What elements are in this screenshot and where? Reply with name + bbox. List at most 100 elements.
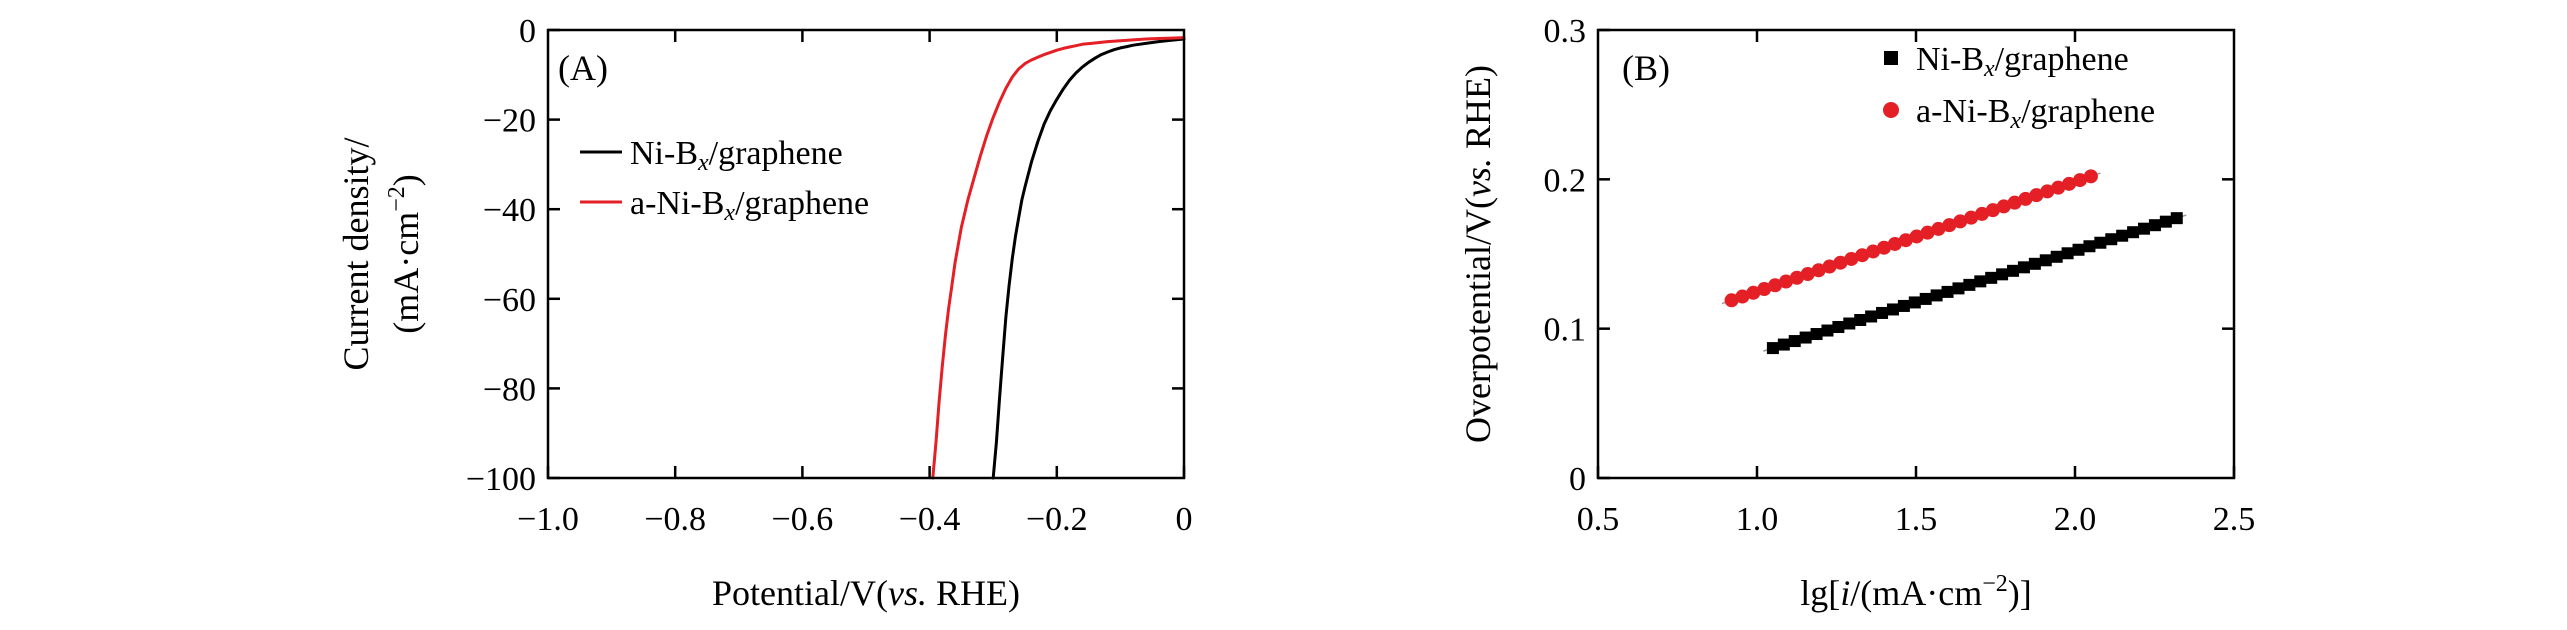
data-point-a-ni-bx — [1789, 270, 1804, 285]
svg-text:(mA·cm−2): (mA·cm−2) — [384, 174, 426, 334]
svg-text:Overpotential/V(vs. RHE): Overpotential/V(vs. RHE) — [1458, 65, 1498, 443]
data-point-a-ni-bx — [2029, 188, 2044, 203]
legend-a-label-ni-bx: Ni-Bx/graphene — [630, 135, 843, 176]
data-point-ni-bx — [1886, 303, 1899, 316]
data-point-ni-bx — [2017, 261, 2030, 274]
data-point-a-ni-bx — [1811, 263, 1826, 278]
data-point-a-ni-bx — [1942, 218, 1957, 233]
legend-b-marker-ni-bx — [1884, 51, 1898, 65]
data-point-ni-bx — [1821, 324, 1834, 337]
data-point-a-ni-bx — [1964, 210, 1979, 225]
chart-b-x-tick-label: 1.5 — [1895, 501, 1938, 538]
chart-b-legend: Ni-Bx/graphene a-Ni-Bx/graphene — [1883, 41, 2155, 134]
data-point-a-ni-bx — [2051, 180, 2066, 195]
data-point-a-ni-bx — [2007, 195, 2022, 210]
data-point-a-ni-bx — [1844, 251, 1859, 266]
data-point-a-ni-bx — [2083, 169, 2098, 184]
legend-b-marker-a-ni-bx — [1883, 102, 1899, 118]
data-point-ni-bx — [1777, 338, 1790, 351]
data-point-a-ni-bx — [1833, 255, 1848, 270]
data-point-a-ni-bx — [1779, 274, 1794, 289]
series-line-ni-bx — [991, 37, 1186, 480]
chart-panel-a: −1.0 −0.8 −0.6 −0.4 −0.2 0 0 −20 −40 −60 −80 −100 (… — [336, 13, 1193, 613]
chart-b-x-tick-label: 0.5 — [1577, 501, 1620, 538]
data-point-ni-bx — [1832, 321, 1845, 334]
data-point-ni-bx — [1963, 278, 1976, 291]
data-point-ni-bx — [1919, 292, 1932, 305]
data-point-ni-bx — [2083, 240, 2096, 253]
data-point-ni-bx — [1974, 275, 1987, 288]
chart-a-x-tick-label: −1.0 — [517, 501, 579, 538]
chart-a-y-tick-label: −40 — [483, 192, 536, 229]
chart-b-y-tick-label: 0.1 — [1544, 312, 1587, 349]
chart-b-x-tick-label: 2.5 — [2213, 501, 2256, 538]
chart-a-ticks: −1.0 −0.8 −0.6 −0.4 −0.2 0 0 −20 −40 −60 −80 −100 — [466, 13, 1193, 538]
data-point-a-ni-bx — [1920, 225, 1935, 240]
chart-b-y-tick-label: 0.2 — [1544, 162, 1587, 199]
data-point-ni-bx — [2072, 243, 2085, 256]
chart-a-x-tick-label: −0.2 — [1026, 501, 1088, 538]
data-point-a-ni-bx — [2062, 176, 2077, 191]
data-point-ni-bx — [2148, 219, 2161, 232]
chart-a-y-tick-label: −100 — [466, 461, 536, 498]
data-point-ni-bx — [2050, 250, 2063, 263]
chart-b-panel-label: (B) — [1622, 48, 1670, 88]
chart-b-y-tick-label: 0.3 — [1544, 13, 1587, 50]
data-point-ni-bx — [1799, 331, 1812, 344]
data-point-ni-bx — [2127, 226, 2140, 239]
data-point-ni-bx — [2170, 212, 2183, 225]
chart-a-x-tick-label: −0.4 — [899, 501, 961, 538]
data-point-a-ni-bx — [1800, 267, 1815, 282]
legend-b-label-a-ni-bx: a-Ni-Bx/graphene — [1916, 93, 2155, 134]
data-point-a-ni-bx — [1757, 282, 1772, 297]
data-point-ni-bx — [1766, 342, 1779, 355]
data-point-a-ni-bx — [1735, 289, 1750, 304]
chart-panel-b: 0.5 1.0 1.5 2.0 2.5 0 0.1 0.2 0.3 (B) Ni-Bx/grap… — [1458, 13, 2255, 613]
chart-a-y-tick-label: −60 — [483, 282, 536, 319]
data-point-a-ni-bx — [1887, 236, 1902, 251]
data-point-a-ni-bx — [2018, 191, 2033, 206]
data-point-a-ni-bx — [2040, 184, 2055, 199]
legend-a-label-a-ni-bx: a-Ni-Bx/graphene — [630, 185, 869, 226]
chart-a-x-tick-label: −0.6 — [772, 501, 834, 538]
chart-b-x-axis-title: lg[i/(mA·cm−2)] — [1800, 571, 2032, 613]
data-point-a-ni-bx — [1909, 229, 1924, 244]
data-point-a-ni-bx — [1877, 240, 1892, 255]
legend-b-label-ni-bx: Ni-Bx/graphene — [1916, 41, 2129, 82]
chart-a-y-tick-label: −20 — [483, 103, 536, 140]
chart-b-series-points — [1721, 169, 2187, 355]
data-point-ni-bx — [1854, 313, 1867, 326]
data-point-ni-bx — [2007, 264, 2020, 277]
data-point-a-ni-bx — [1931, 221, 1946, 236]
data-point-ni-bx — [1788, 335, 1801, 348]
data-point-ni-bx — [1952, 282, 1965, 295]
chart-b-ticks: 0.5 1.0 1.5 2.0 2.5 0 0.1 0.2 0.3 — [1544, 13, 2256, 538]
data-point-ni-bx — [2061, 247, 2074, 260]
data-point-a-ni-bx — [1855, 248, 1870, 263]
chart-a-y-tick-label: −80 — [483, 371, 536, 408]
data-point-a-ni-bx — [1898, 233, 1913, 248]
data-point-ni-bx — [1865, 310, 1878, 323]
data-point-ni-bx — [1930, 289, 1943, 302]
chart-a-plot-frame — [546, 28, 1186, 480]
data-point-ni-bx — [2138, 222, 2151, 235]
data-point-ni-bx — [1810, 328, 1823, 341]
data-point-a-ni-bx — [1953, 214, 1968, 229]
chart-a-x-tick-label: 0 — [1176, 501, 1193, 538]
series-line-a-ni-bx — [931, 36, 1186, 480]
chart-b-x-tick-label: 1.0 — [1736, 501, 1779, 538]
data-point-a-ni-bx — [1746, 285, 1761, 300]
chart-a-y-axis-unit: (mA·cm−2) — [384, 174, 426, 334]
svg-text:Current density/: Current density/ — [336, 138, 376, 371]
data-point-ni-bx — [1985, 271, 1998, 284]
chart-a-x-tick-label: −0.8 — [644, 501, 706, 538]
data-point-ni-bx — [1908, 296, 1921, 309]
data-point-ni-bx — [1996, 268, 2009, 281]
data-point-ni-bx — [1843, 317, 1856, 330]
data-point-a-ni-bx — [1985, 203, 2000, 218]
chart-b-y-tick-label: 0 — [1569, 461, 1586, 498]
data-point-a-ni-bx — [1822, 259, 1837, 274]
chart-a-series-lines — [931, 36, 1186, 480]
data-point-ni-bx — [2116, 229, 2129, 242]
